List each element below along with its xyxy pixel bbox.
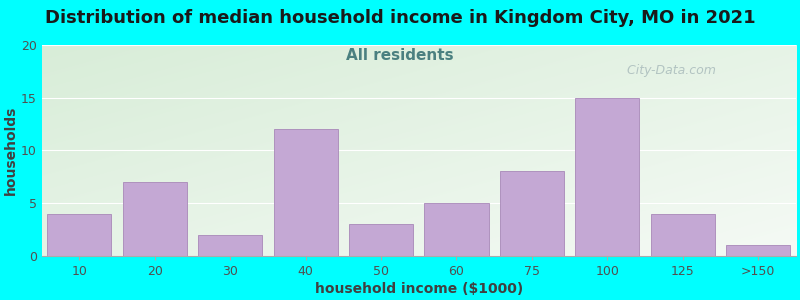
- Text: City-Data.com: City-Data.com: [619, 64, 716, 77]
- Bar: [726, 245, 790, 256]
- Bar: [425, 203, 489, 256]
- Bar: [500, 171, 564, 256]
- Bar: [122, 182, 187, 256]
- Bar: [47, 214, 111, 256]
- Bar: [349, 224, 413, 256]
- Bar: [575, 98, 639, 256]
- X-axis label: household income ($1000): household income ($1000): [314, 282, 523, 296]
- Y-axis label: households: households: [4, 106, 18, 195]
- Text: Distribution of median household income in Kingdom City, MO in 2021: Distribution of median household income …: [45, 9, 755, 27]
- Bar: [198, 235, 262, 256]
- Text: All residents: All residents: [346, 48, 454, 63]
- Bar: [274, 129, 338, 256]
- Bar: [650, 214, 714, 256]
